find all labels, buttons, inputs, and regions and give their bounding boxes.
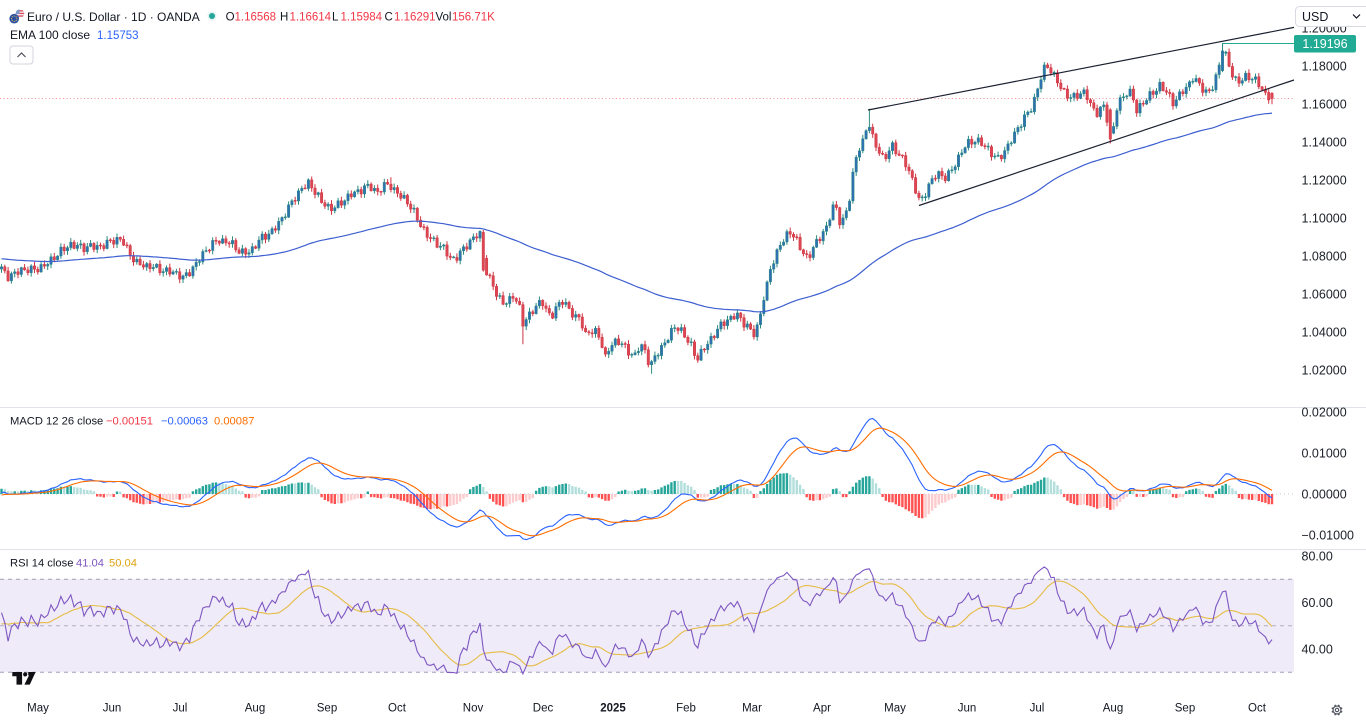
svg-text:80.00: 80.00 (1302, 549, 1333, 563)
svg-text:EMA 100 close: EMA 100 close (10, 28, 90, 42)
svg-text:1.06000: 1.06000 (1302, 287, 1347, 301)
svg-text:RSI 14 close: RSI 14 close (10, 558, 73, 570)
svg-text:Oct: Oct (388, 703, 407, 715)
svg-text:−0.00063: −0.00063 (161, 416, 208, 428)
svg-text:USD: USD (1302, 10, 1328, 24)
svg-text:41.04: 41.04 (76, 558, 104, 570)
svg-text:Nov: Nov (463, 703, 484, 715)
svg-text:1.16000: 1.16000 (1302, 97, 1347, 111)
svg-text:1.10000: 1.10000 (1302, 211, 1347, 225)
svg-text:Mar: Mar (742, 703, 762, 715)
svg-text:Sep: Sep (1175, 703, 1195, 715)
svg-text:0.00000: 0.00000 (1302, 487, 1347, 501)
svg-text:0.00087: 0.00087 (214, 416, 254, 428)
svg-text:L: L (332, 12, 339, 24)
svg-text:MACD 12 26 close: MACD 12 26 close (10, 416, 103, 428)
svg-text:Vol: Vol (436, 12, 452, 24)
svg-text:2025: 2025 (600, 703, 626, 715)
svg-text:1.14000: 1.14000 (1302, 135, 1347, 149)
svg-text:Jul: Jul (1030, 703, 1045, 715)
svg-text:0.01000: 0.01000 (1302, 446, 1347, 460)
svg-text:May: May (884, 703, 906, 715)
svg-text:1.19196: 1.19196 (1302, 37, 1347, 51)
svg-text:Aug: Aug (1103, 703, 1123, 715)
svg-text:1.04000: 1.04000 (1302, 325, 1347, 339)
svg-text:−0.01000: −0.01000 (1302, 528, 1355, 542)
svg-text:1.12000: 1.12000 (1302, 173, 1347, 187)
svg-text:−0.00151: −0.00151 (106, 416, 153, 428)
svg-text:Jun: Jun (103, 703, 122, 715)
svg-text:1.16291: 1.16291 (394, 12, 436, 24)
svg-text:C: C (385, 12, 393, 24)
svg-text:1.16614: 1.16614 (290, 12, 332, 24)
svg-text:50.04: 50.04 (109, 558, 137, 570)
svg-text:Euro / U.S. Dollar · 1D · OAND: Euro / U.S. Dollar · 1D · OANDA (27, 10, 200, 24)
svg-text:1.16568: 1.16568 (235, 12, 277, 24)
svg-text:H: H (280, 12, 288, 24)
svg-text:1.08000: 1.08000 (1302, 249, 1347, 263)
svg-text:Oct: Oct (1248, 703, 1267, 715)
svg-text:0.02000: 0.02000 (1302, 405, 1347, 419)
svg-text:Sep: Sep (317, 703, 337, 715)
svg-text:Apr: Apr (813, 703, 831, 715)
svg-text:40.00: 40.00 (1302, 642, 1333, 656)
svg-text:156.71K: 156.71K (452, 12, 495, 24)
svg-text:Feb: Feb (676, 703, 696, 715)
svg-text:60.00: 60.00 (1302, 596, 1333, 610)
svg-text:1.18000: 1.18000 (1302, 59, 1347, 73)
svg-text:Aug: Aug (245, 703, 265, 715)
svg-text:1.02000: 1.02000 (1302, 363, 1347, 377)
svg-text:Dec: Dec (533, 703, 554, 715)
svg-text:May: May (27, 703, 49, 715)
svg-text:1.15753: 1.15753 (97, 30, 139, 42)
svg-text:Jul: Jul (173, 703, 188, 715)
svg-text:O: O (226, 12, 235, 24)
svg-text:Jun: Jun (958, 703, 977, 715)
svg-text:1.15984: 1.15984 (341, 12, 383, 24)
